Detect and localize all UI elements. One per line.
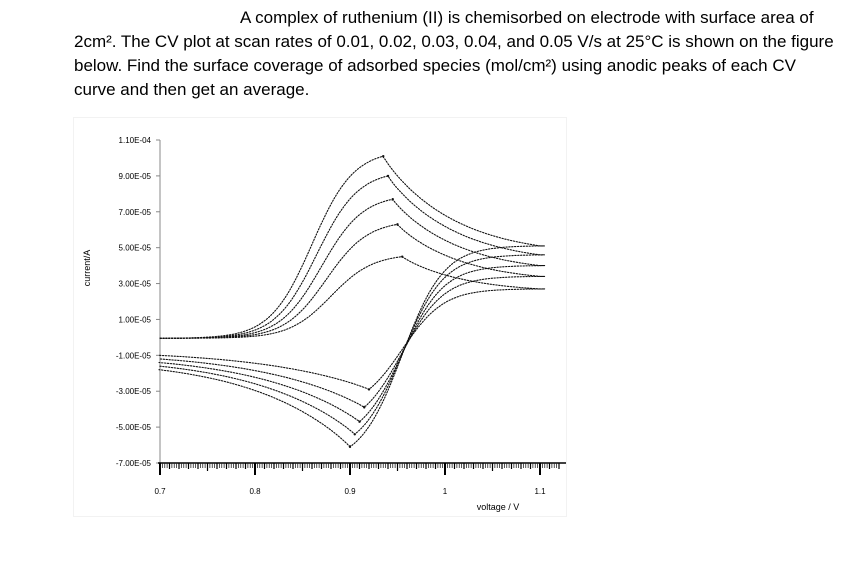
anodic-peak-point	[396, 223, 399, 226]
cv-series-line	[158, 155, 545, 447]
anodic-peak-point	[386, 174, 390, 178]
y-tick-label: 3.00E-05	[119, 280, 152, 289]
cv-series-line	[158, 224, 545, 408]
y-tick-label: 1.10E-04	[119, 136, 152, 145]
y-axis-label: current/A	[82, 250, 92, 287]
y-tick-label: -5.00E-05	[116, 423, 152, 432]
y-tick-label: 7.00E-05	[119, 208, 152, 217]
x-tick-label: 0.7	[154, 487, 166, 496]
x-axis: 0.7 0.8 0.9 1 1.1	[154, 462, 568, 496]
y-tick-label: -7.00E-05	[116, 459, 152, 468]
cv-figure: 1.10E-04 9.00E-05 7.00E-05 5.00E-05 3.00E-05…	[74, 118, 568, 516]
cathodic-peak-point	[353, 433, 356, 436]
x-tick-label: 1.1	[534, 487, 546, 496]
cv-series-line	[158, 199, 545, 422]
cv-series-line	[158, 256, 545, 390]
y-tick-label: -1.00E-05	[116, 351, 152, 360]
anodic-peak-point	[391, 198, 394, 201]
anodic-peak-point	[401, 255, 404, 258]
cathodic-peak-point	[358, 420, 361, 423]
y-tick-label: 1.00E-05	[119, 315, 152, 324]
cv-series-line	[158, 175, 545, 435]
y-tick-label: 9.00E-05	[119, 172, 152, 181]
x-axis-label: voltage / V	[477, 502, 520, 512]
y-tick-label: 5.00E-05	[119, 244, 152, 253]
problem-statement: A complex of ruthenium (II) is chemisorb…	[74, 8, 834, 99]
y-tick-label: -3.00E-05	[116, 387, 152, 396]
x-tick-label: 0.9	[344, 487, 356, 496]
anodic-peak-point	[382, 154, 385, 158]
x-tick-label: 1	[443, 487, 448, 496]
cathodic-peak-point	[348, 445, 352, 449]
cv-plot: 1.10E-04 9.00E-05 7.00E-05 5.00E-05 3.00E-05…	[82, 136, 568, 512]
y-axis: 1.10E-04 9.00E-05 7.00E-05 5.00E-05 3.00E-05…	[116, 136, 161, 468]
cathodic-peak-point	[363, 406, 366, 409]
cv-curves	[158, 154, 545, 449]
x-tick-label: 0.8	[249, 487, 261, 496]
cathodic-peak-point	[367, 388, 371, 391]
